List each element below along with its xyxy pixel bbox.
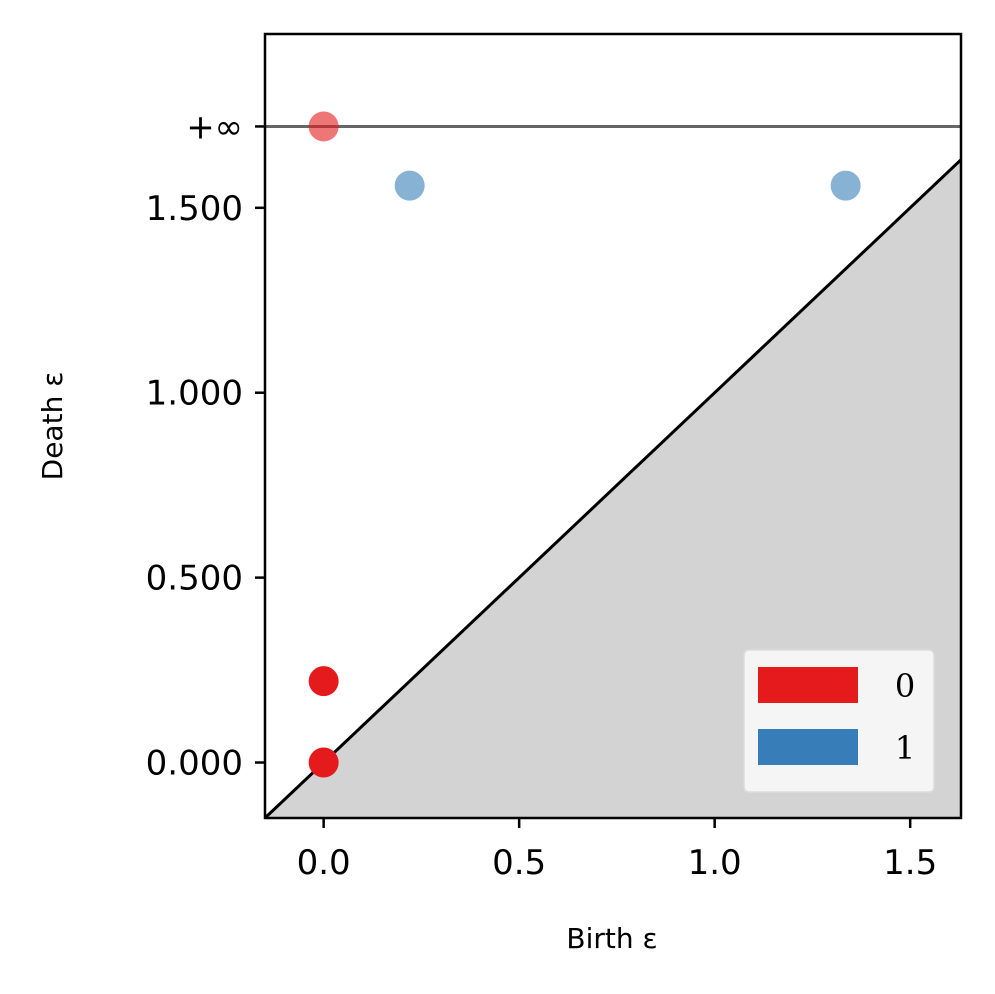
y-tick-label: 1.500: [146, 189, 243, 229]
x-tick-label: 0.5: [492, 843, 546, 883]
x-tick-label: 1.5: [883, 843, 937, 883]
y-tick-label: 1.000: [146, 374, 243, 414]
x-axis-label: Birth ε: [566, 922, 657, 955]
series-1-point: [830, 170, 861, 201]
series-1-point: [394, 170, 425, 201]
x-tick-label: 1.0: [688, 843, 742, 883]
series-0-point: [308, 111, 339, 142]
series-0-point: [308, 666, 339, 697]
legend-label-1: 1: [895, 729, 915, 767]
diagonal-line: [265, 158, 961, 818]
legend-swatch-0: [758, 667, 858, 703]
y-tick-label: 0.500: [146, 559, 243, 599]
y-tick-label: +∞: [186, 107, 243, 147]
plot-frame: [263, 32, 963, 820]
x-tick-label: 0.0: [297, 843, 351, 883]
legend: 01: [743, 649, 935, 793]
legend-label-0: 0: [895, 667, 915, 705]
y-tick-label: 0.000: [146, 744, 243, 784]
series-0-point: [308, 747, 339, 778]
legend-swatch-1: [758, 729, 858, 765]
y-axis-label: Death ε: [36, 372, 69, 481]
